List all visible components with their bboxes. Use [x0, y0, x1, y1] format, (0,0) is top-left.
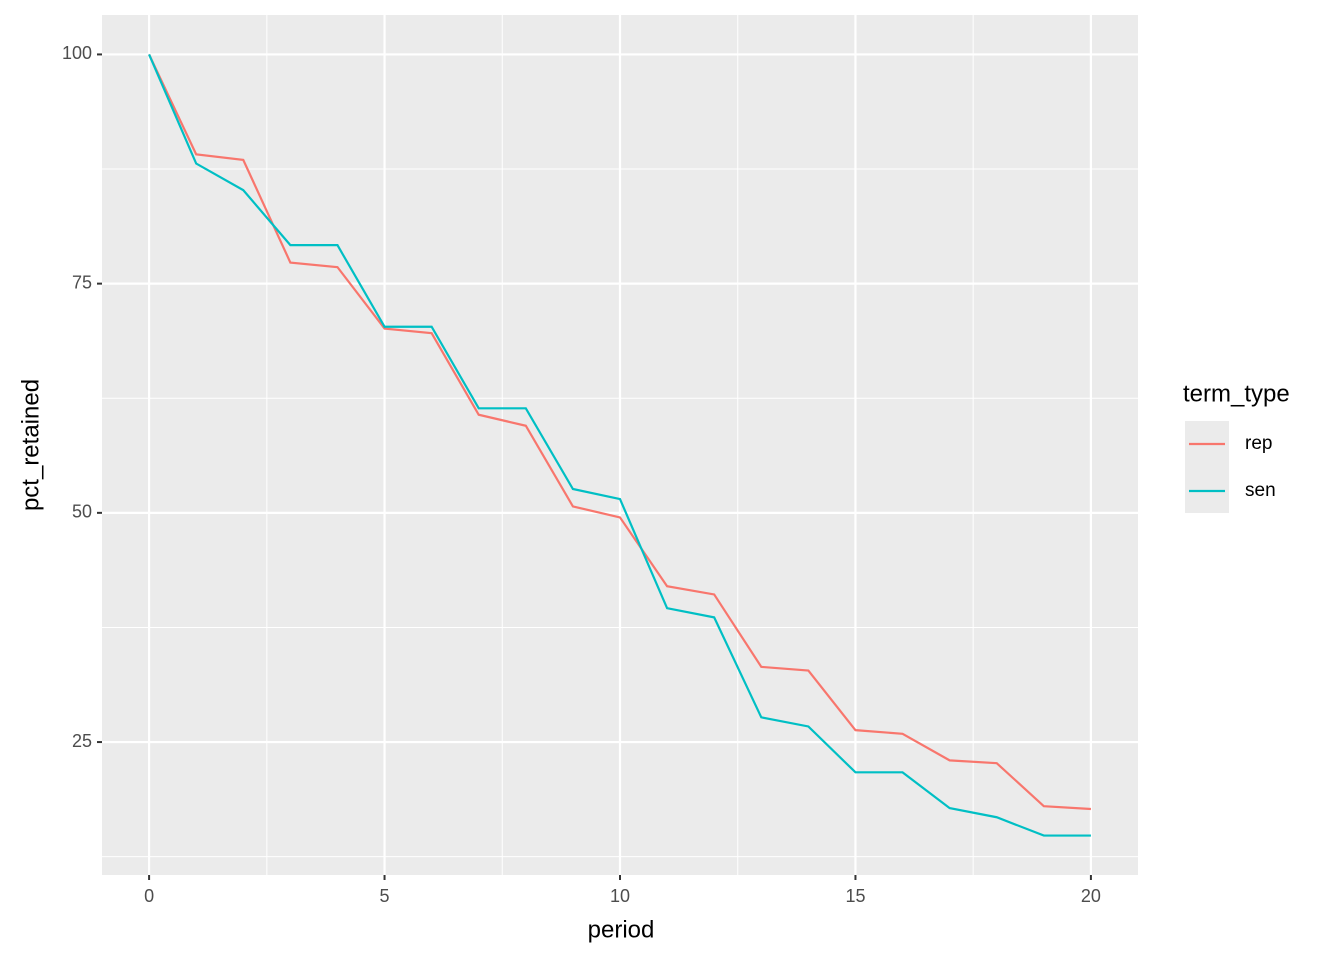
- x-tick-label: 20: [1081, 886, 1101, 906]
- legend-label: rep: [1245, 433, 1272, 454]
- y-tick-label: 75: [72, 272, 92, 292]
- legend-title: term_type: [1183, 380, 1290, 407]
- legend-box: [1185, 421, 1229, 513]
- x-tick-label: 15: [845, 886, 865, 906]
- line: [148, 53, 1091, 811]
- line: [148, 53, 1091, 837]
- x-tick-label: 10: [610, 886, 630, 906]
- x-tick-label: 0: [144, 886, 154, 906]
- y-tick-label: 100: [62, 43, 92, 63]
- y-tick-label: 50: [72, 502, 92, 522]
- y-tick-label: 25: [72, 731, 92, 751]
- x-axis-title: period: [588, 916, 655, 943]
- y-axis-title: pct_retained: [17, 379, 44, 511]
- legend-label: sen: [1245, 480, 1276, 501]
- x-tick-label: 5: [380, 886, 390, 906]
